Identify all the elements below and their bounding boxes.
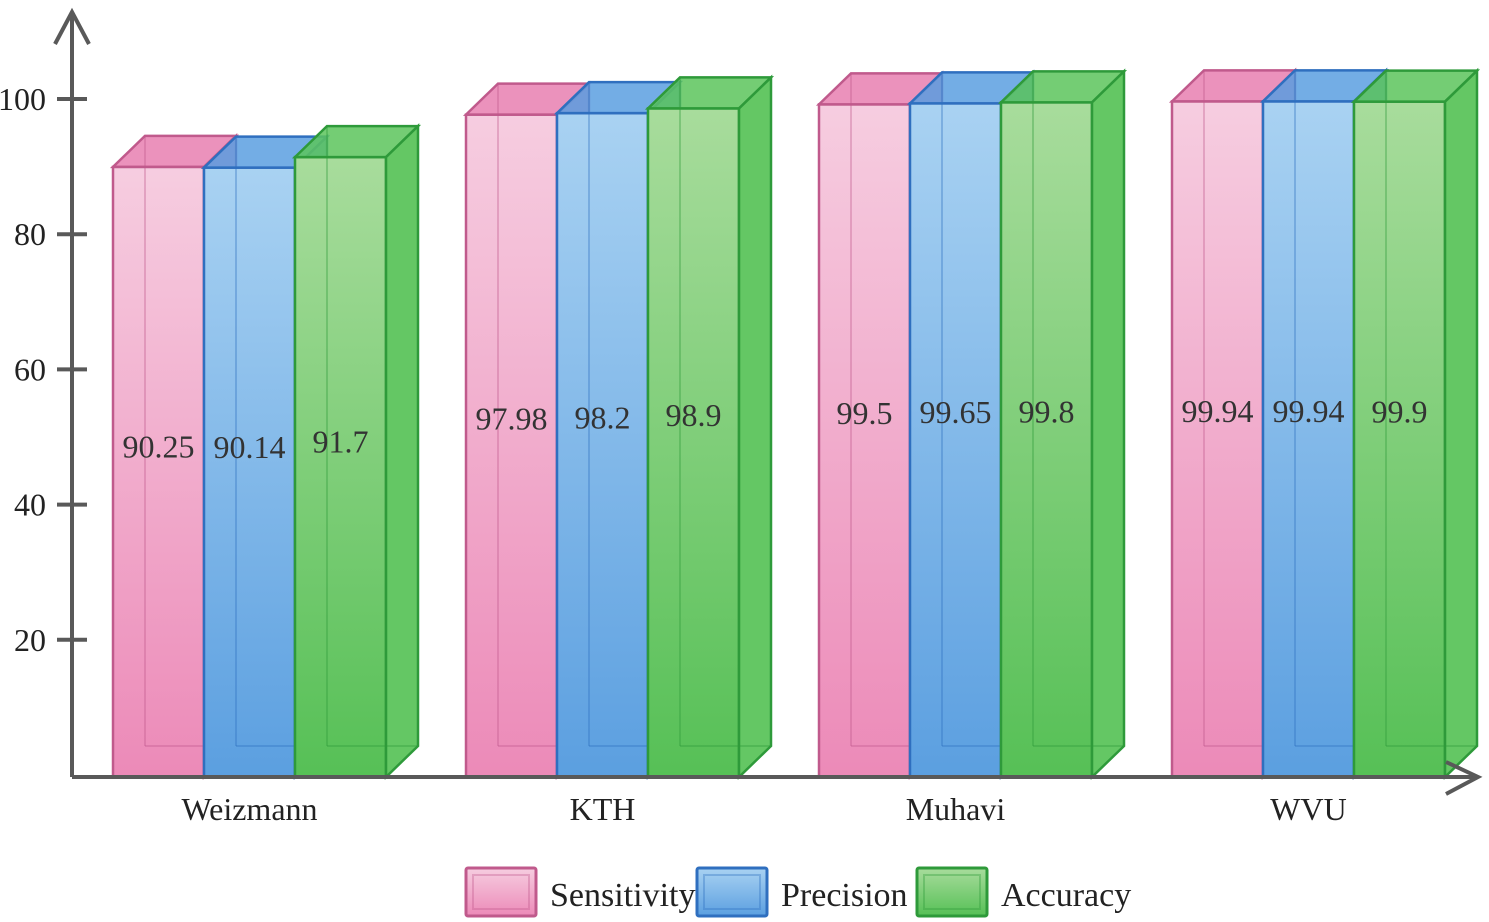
bar-side-face	[737, 74, 773, 780]
legend-label-accuracy: Accuracy	[1001, 877, 1131, 914]
x-tick-label-kth: KTH	[570, 791, 636, 827]
axes: Weizmann KTH Muhavi WVU 20 40 60 80 100	[0, 7, 1483, 827]
legend-swatch-inner	[923, 874, 981, 910]
bar-front-face	[999, 101, 1094, 779]
bar-front-face	[646, 107, 741, 779]
data-label-muhavi-precision: 99.65	[920, 394, 992, 430]
y-tick-label-100: 100	[0, 81, 46, 117]
legend-item-precision: Precision	[695, 866, 908, 918]
bar-side-face	[1090, 68, 1126, 780]
bar-front-face	[1352, 100, 1447, 779]
bar-front-face	[555, 111, 650, 779]
bar-front-face	[202, 166, 297, 779]
legend-swatch-precision	[695, 866, 769, 918]
bar-front-face	[111, 165, 206, 779]
x-tick-label-muhavi: Muhavi	[906, 791, 1006, 827]
bar-kth-accuracy	[644, 74, 775, 780]
legend: Sensitivity Precision Accuracy	[464, 866, 1131, 918]
data-label-kth-sensitivity: 97.98	[476, 400, 548, 436]
legend-item-sensitivity: Sensitivity	[464, 866, 695, 918]
bars-layer	[109, 67, 1481, 780]
legend-swatch-inner	[472, 874, 530, 910]
bar-front-face	[1261, 100, 1356, 779]
data-label-muhavi-accuracy: 99.8	[1019, 394, 1075, 430]
bar-side-face	[384, 123, 420, 780]
legend-swatch-accuracy	[915, 866, 989, 918]
legend-label-sensitivity: Sensitivity	[550, 877, 695, 914]
bar-front-face	[293, 155, 388, 779]
bar-front-face	[908, 102, 1003, 779]
data-label-kth-accuracy: 98.9	[666, 397, 722, 433]
bar-front-face	[1170, 100, 1265, 779]
data-label-weizmann-accuracy: 91.7	[313, 423, 369, 459]
data-label-weizmann-precision: 90.14	[214, 429, 286, 465]
bar-weizmann-accuracy	[291, 123, 422, 780]
data-label-wvu-sensitivity: 99.94	[1182, 393, 1254, 429]
y-axis-arrow	[53, 7, 91, 45]
legend-swatch-inner	[703, 874, 761, 910]
legend-label-precision: Precision	[781, 877, 908, 914]
bar-muhavi-accuracy	[997, 68, 1128, 780]
data-label-wvu-accuracy: 99.9	[1372, 393, 1428, 429]
x-tick-label-weizmann: Weizmann	[181, 791, 317, 827]
legend-item-accuracy: Accuracy	[915, 866, 1131, 918]
y-tick-label-80: 80	[14, 216, 46, 252]
data-label-muhavi-sensitivity: 99.5	[837, 395, 893, 431]
x-axis-arrow	[1445, 760, 1483, 796]
y-tick-label-20: 20	[14, 622, 46, 658]
data-label-weizmann-sensitivity: 90.25	[123, 429, 195, 465]
bar-front-face	[464, 113, 559, 779]
data-labels: 90.25 90.14 91.7 97.98 98.2 98.9 99.5 99.65 99.8…	[123, 393, 1428, 465]
bar-front-face	[817, 103, 912, 779]
y-tick-label-40: 40	[14, 487, 46, 523]
x-tick-label-wvu: WVU	[1270, 791, 1346, 827]
legend-swatch-sensitivity	[464, 866, 538, 918]
data-label-kth-precision: 98.2	[575, 400, 631, 436]
bar-side-face	[1443, 67, 1479, 780]
data-label-wvu-precision: 99.94	[1273, 393, 1345, 429]
y-tick-label-60: 60	[14, 351, 46, 387]
